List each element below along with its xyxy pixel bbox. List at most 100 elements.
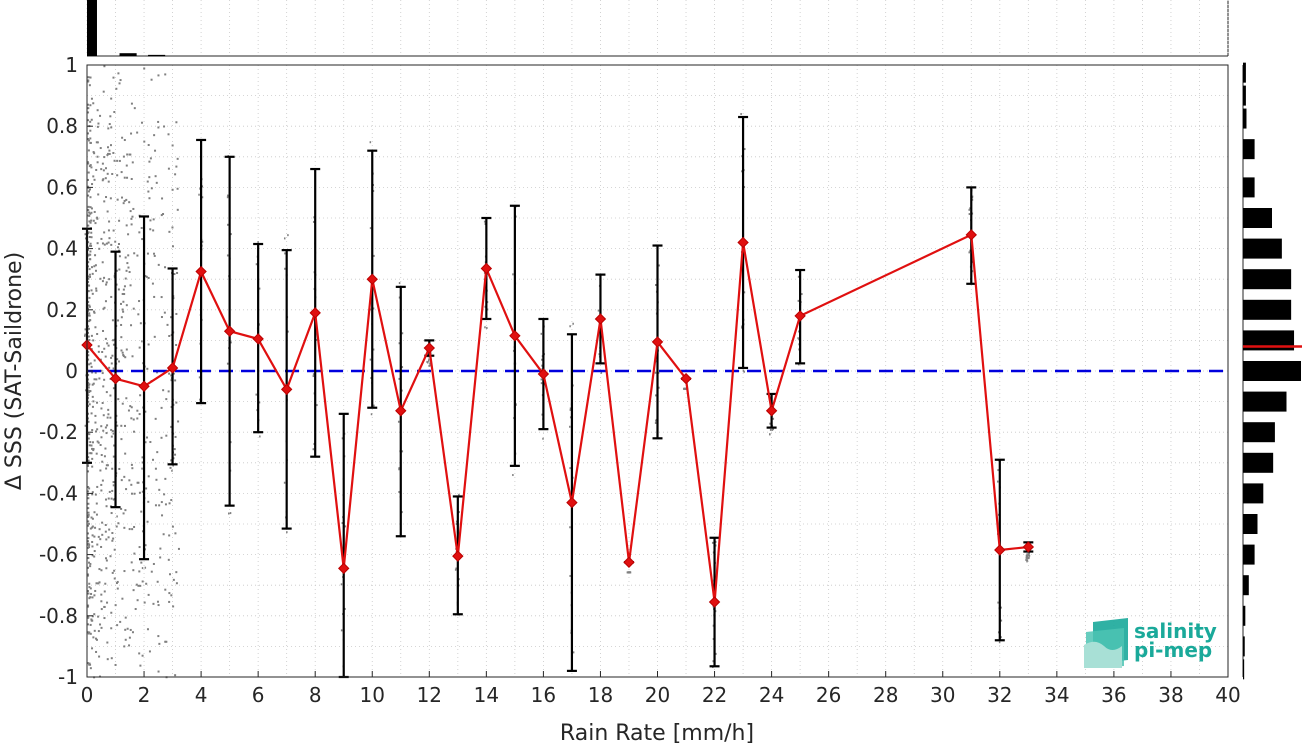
- scatter-point: [89, 137, 91, 139]
- scatter-point: [173, 273, 175, 275]
- scatter-point: [175, 436, 177, 438]
- scatter-point: [144, 602, 146, 604]
- scatter-point: [138, 300, 140, 302]
- scatter-point: [94, 211, 96, 213]
- scatter-point: [655, 372, 657, 374]
- scatter-point: [148, 343, 150, 345]
- scatter-point: [96, 514, 98, 516]
- y-tick-label: 0.2: [46, 298, 78, 322]
- scatter-point: [117, 72, 119, 74]
- scatter-point: [89, 130, 91, 132]
- scatter-point: [175, 121, 177, 123]
- scatter-point: [89, 444, 91, 446]
- scatter-point: [287, 234, 289, 236]
- data-marker: [339, 563, 349, 573]
- scatter-point: [106, 154, 108, 156]
- scatter-point: [139, 413, 141, 415]
- scatter-point: [153, 253, 155, 255]
- data-marker: [710, 597, 720, 607]
- scatter-point: [164, 312, 166, 314]
- scatter-point: [94, 422, 96, 424]
- scatter-point: [90, 212, 92, 214]
- scatter-point: [90, 164, 92, 166]
- scatter-point: [158, 504, 160, 506]
- scatter-point: [968, 251, 970, 253]
- scatter-point: [91, 458, 93, 460]
- scatter-point: [89, 104, 91, 106]
- scatter-point: [177, 420, 179, 422]
- scatter-point: [91, 596, 93, 598]
- scatter-point: [142, 655, 144, 657]
- scatter-point: [120, 324, 122, 326]
- scatter-point: [100, 425, 102, 427]
- scatter-point: [198, 194, 200, 196]
- scatter-point: [87, 225, 89, 227]
- scatter-point: [114, 160, 116, 162]
- scatter-point: [101, 522, 103, 524]
- scatter-point: [145, 567, 147, 569]
- y-tick-label: 0.6: [46, 175, 78, 199]
- scatter-point: [112, 152, 114, 154]
- scatter-point: [569, 526, 571, 528]
- scatter-point: [89, 565, 91, 567]
- scatter-point: [398, 468, 400, 470]
- scatter-point: [104, 606, 106, 608]
- scatter-point: [112, 538, 114, 540]
- scatter-point: [138, 231, 140, 233]
- right-histogram-bar: [1243, 392, 1287, 412]
- scatter-point: [84, 334, 86, 336]
- scatter-point: [118, 243, 120, 245]
- scatter-point: [100, 444, 102, 446]
- scatter-point: [598, 310, 600, 312]
- scatter-point: [88, 149, 90, 151]
- scatter-point: [117, 581, 119, 583]
- scatter-point: [92, 406, 94, 408]
- scatter-point: [85, 328, 87, 330]
- x-tick-label: 38: [1158, 683, 1183, 707]
- scatter-point: [117, 398, 119, 400]
- x-tick-label: 40: [1215, 683, 1240, 707]
- scatter-point: [102, 261, 104, 263]
- scatter-point: [163, 125, 165, 127]
- scatter-point: [91, 647, 93, 649]
- y-tick-label: -0.8: [39, 604, 78, 628]
- scatter-point: [105, 538, 107, 540]
- scatter-point: [169, 573, 171, 575]
- scatter-point: [131, 103, 133, 105]
- data-marker: [767, 406, 777, 416]
- scatter-point: [167, 324, 169, 326]
- scatter-point: [94, 378, 96, 380]
- scatter-point: [92, 293, 94, 295]
- scatter-point: [89, 142, 91, 144]
- logo-text-line2: pi-mep: [1134, 638, 1212, 662]
- scatter-point: [341, 629, 343, 631]
- scatter-point: [170, 467, 172, 469]
- scatter-point: [95, 270, 97, 272]
- scatter-point: [103, 169, 105, 171]
- scatter-point: [999, 641, 1001, 643]
- scatter-point: [109, 417, 111, 419]
- scatter-point: [131, 216, 133, 218]
- scatter-point: [124, 629, 126, 631]
- scatter-point: [108, 498, 110, 500]
- scatter-point: [89, 250, 91, 252]
- scatter-point: [124, 425, 126, 427]
- scatter-point: [152, 459, 154, 461]
- scatter-point: [88, 433, 90, 435]
- scatter-point: [284, 268, 286, 270]
- scatter-point: [121, 197, 123, 199]
- scatter-point: [111, 468, 113, 470]
- scatter-point: [997, 602, 999, 604]
- data-marker: [738, 237, 748, 247]
- scatter-point: [168, 335, 170, 337]
- right-histogram-bar: [1243, 109, 1246, 129]
- scatter-point: [116, 174, 118, 176]
- data-marker: [196, 267, 206, 277]
- right-histogram-bar: [1243, 86, 1246, 106]
- scatter-point: [89, 121, 91, 123]
- scatter-point: [118, 269, 120, 271]
- scatter-point: [102, 385, 104, 387]
- scatter-point: [1028, 552, 1030, 554]
- errorbar-layer: [82, 117, 1033, 677]
- scatter-point: [769, 433, 771, 435]
